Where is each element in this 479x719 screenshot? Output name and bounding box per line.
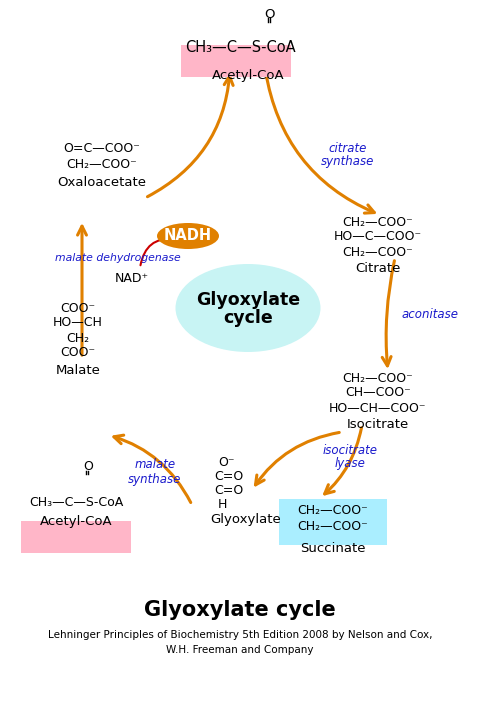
Text: C=O: C=O [214, 483, 243, 497]
Text: CH₂—COO⁻: CH₂—COO⁻ [342, 245, 413, 259]
Text: O=C—COO⁻: O=C—COO⁻ [64, 142, 140, 155]
Text: CH₂: CH₂ [67, 331, 90, 344]
Text: synthase: synthase [128, 472, 182, 485]
Text: CH—COO⁻: CH—COO⁻ [345, 387, 411, 400]
Text: Oxaloacetate: Oxaloacetate [57, 175, 147, 188]
Text: malate: malate [135, 459, 176, 472]
Text: CH₂—COO⁻: CH₂—COO⁻ [342, 372, 413, 385]
Text: W.H. Freeman and Company: W.H. Freeman and Company [166, 645, 314, 655]
Text: NAD⁺: NAD⁺ [115, 272, 149, 285]
Text: aconitase: aconitase [401, 308, 458, 321]
Text: H: H [218, 498, 228, 510]
FancyBboxPatch shape [279, 499, 387, 545]
Text: malate dehydrogenase: malate dehydrogenase [55, 253, 181, 263]
Text: HO—CH—COO⁻: HO—CH—COO⁻ [329, 401, 427, 414]
Text: HO—C—COO⁻: HO—C—COO⁻ [334, 231, 422, 244]
Text: Malate: Malate [56, 364, 101, 377]
Text: CH₂—COO⁻: CH₂—COO⁻ [342, 216, 413, 229]
Text: C=O: C=O [214, 470, 243, 482]
Text: lyase: lyase [334, 457, 365, 470]
Text: Glyoxylate: Glyoxylate [196, 291, 300, 309]
Text: Succinate: Succinate [300, 541, 366, 554]
Ellipse shape [157, 223, 219, 249]
Text: citrate: citrate [329, 142, 367, 155]
Text: cycle: cycle [223, 309, 273, 327]
Text: CH₂—COO⁻: CH₂—COO⁻ [67, 157, 137, 170]
Text: O: O [265, 7, 275, 21]
FancyBboxPatch shape [21, 521, 131, 553]
Text: Glyoxylate: Glyoxylate [210, 513, 281, 526]
Text: HO—CH: HO—CH [53, 316, 103, 329]
Text: CH₃—C—S-CoA: CH₃—C—S-CoA [185, 40, 296, 55]
Text: isocitrate: isocitrate [322, 444, 377, 457]
Text: Lehninger Principles of Biochemistry 5th Edition 2008 by Nelson and Cox,: Lehninger Principles of Biochemistry 5th… [48, 630, 432, 640]
Text: O: O [83, 459, 93, 472]
Text: O⁻: O⁻ [218, 456, 235, 469]
Text: CH₃—C—S-CoA: CH₃—C—S-CoA [29, 497, 123, 510]
Text: COO⁻: COO⁻ [60, 301, 96, 314]
Ellipse shape [175, 264, 320, 352]
Text: synthase: synthase [321, 155, 375, 168]
Text: Citrate: Citrate [355, 262, 401, 275]
Text: COO⁻: COO⁻ [60, 347, 96, 360]
Text: CH₂—COO⁻: CH₂—COO⁻ [297, 503, 368, 516]
Text: Acetyl-CoA: Acetyl-CoA [40, 516, 112, 528]
Text: CH₂—COO⁻: CH₂—COO⁻ [297, 520, 368, 533]
Text: Isocitrate: Isocitrate [347, 418, 409, 431]
Text: Glyoxylate cycle: Glyoxylate cycle [144, 600, 336, 620]
FancyBboxPatch shape [181, 45, 291, 77]
Text: NADH: NADH [164, 229, 212, 244]
Text: Acetyl-CoA: Acetyl-CoA [212, 68, 285, 81]
